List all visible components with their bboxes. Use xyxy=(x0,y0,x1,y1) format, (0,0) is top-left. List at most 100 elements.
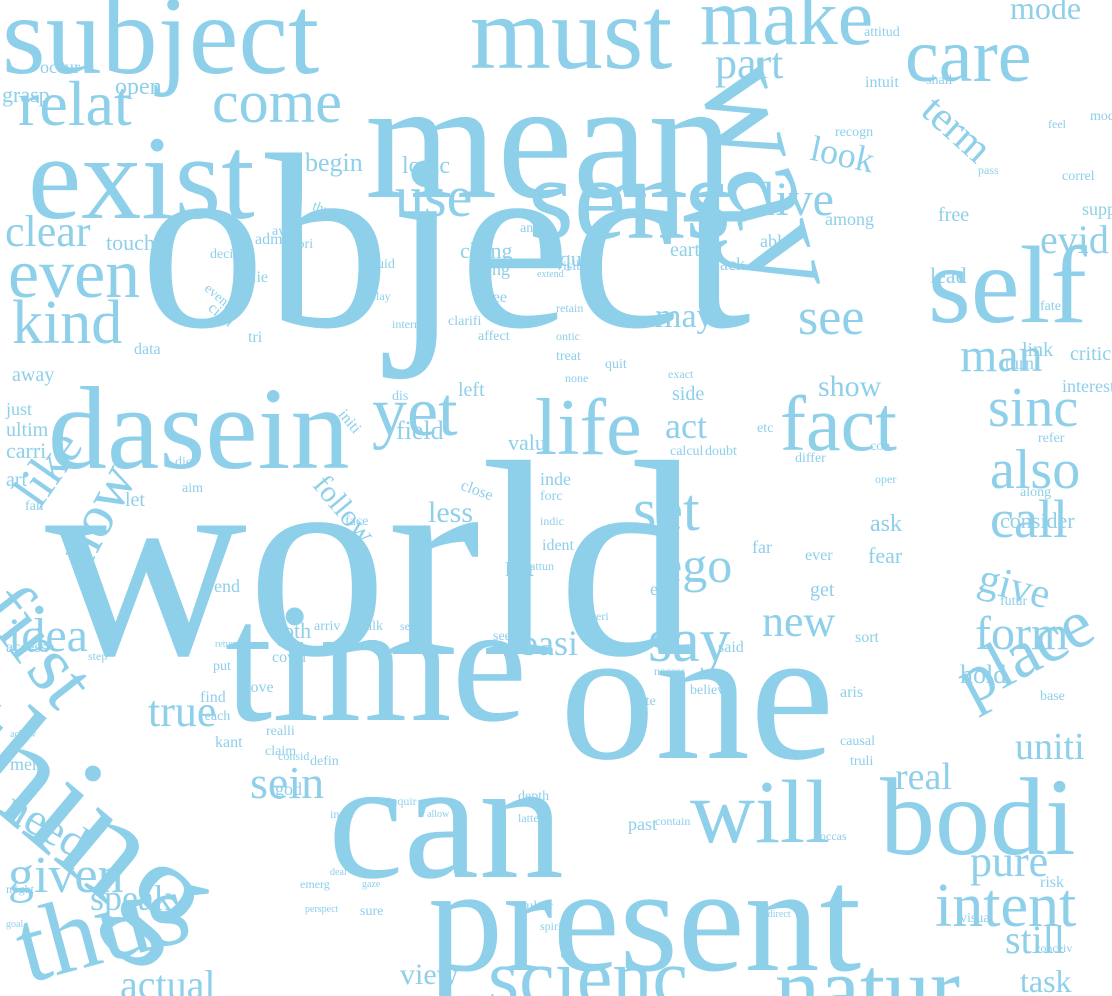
word-might: might xyxy=(6,882,35,896)
word-kind: kind xyxy=(12,289,123,357)
word-shall: shall xyxy=(926,73,953,88)
word-ontic: ontic xyxy=(556,329,580,343)
word-consid: consid xyxy=(278,749,310,763)
word-sein: sein xyxy=(250,757,325,808)
word-pass: pass xyxy=(978,163,999,177)
word-defin: defin xyxy=(310,754,339,769)
word-aris: aris xyxy=(840,684,864,701)
word-risk: risk xyxy=(1040,874,1064,891)
word-basi: basi xyxy=(520,623,578,663)
word-base: base xyxy=(1040,689,1065,704)
word-logic: logic xyxy=(402,153,450,179)
word-clarifi: clarifi xyxy=(448,314,482,329)
word-inquir: inquir xyxy=(388,794,417,808)
word-causal: causal xyxy=(840,734,875,749)
word-sort: sort xyxy=(855,629,879,646)
word-call: call xyxy=(990,489,1068,549)
word-speak: speak xyxy=(90,878,172,918)
word-see: see xyxy=(798,289,865,346)
word-truli: truli xyxy=(850,754,874,769)
word-tri: tri xyxy=(248,329,263,346)
word-affect: affect xyxy=(478,329,510,344)
word-analyt: analyt xyxy=(520,221,555,236)
word-realli: realli xyxy=(266,724,295,739)
word-real: real xyxy=(895,756,952,798)
word-eye: eye xyxy=(650,579,675,599)
word-one: one xyxy=(560,590,835,800)
word-ask: ask xyxy=(870,511,902,537)
word-will: will xyxy=(690,763,831,862)
word-valu: valu xyxy=(508,430,546,455)
word-god: god xyxy=(275,779,302,799)
word-time: time xyxy=(225,569,528,757)
word-refer: refer xyxy=(1038,431,1065,446)
word-given: given xyxy=(8,847,124,904)
word-still: still xyxy=(1005,917,1066,962)
word-die: die xyxy=(175,455,193,470)
word-believ: believ xyxy=(690,683,725,698)
word-also: also xyxy=(990,439,1081,501)
word-play: play xyxy=(370,289,391,303)
word-materi: materi xyxy=(578,609,609,623)
word-natur: natur xyxy=(775,940,960,996)
word-long: long xyxy=(478,259,511,279)
word-sinc: sinc xyxy=(988,377,1079,439)
word-cultur: cultur xyxy=(520,899,553,914)
word-act: act xyxy=(665,406,707,446)
word-just: just xyxy=(6,399,33,419)
word-ident: ident xyxy=(542,537,574,554)
word-deal: deal xyxy=(330,867,347,878)
word-critic: critic xyxy=(1070,343,1112,365)
word-make: make xyxy=(700,0,874,62)
word-cover: cover xyxy=(272,649,308,666)
word-con: con xyxy=(870,439,891,454)
word-begin: begin xyxy=(305,148,363,177)
word-extend: extend xyxy=(537,269,564,280)
word-live: live xyxy=(762,173,834,226)
word-bodi: bodi xyxy=(880,756,1076,878)
word-oper: oper xyxy=(875,472,897,486)
word-doubt: doubt xyxy=(705,444,737,459)
word-chang: chang xyxy=(460,238,513,263)
word-three: three xyxy=(475,289,507,306)
word-end: end xyxy=(214,576,240,596)
word-priori: priori xyxy=(282,237,314,252)
word-task: task xyxy=(1020,963,1072,996)
word-art: art xyxy=(6,469,28,491)
word-data: data xyxy=(134,341,161,358)
word-exact: exact xyxy=(668,367,694,381)
word-can: can xyxy=(328,726,564,914)
word-object: object xyxy=(140,104,751,381)
word-intent: intent xyxy=(935,872,1077,940)
word-lost: lost xyxy=(505,559,534,581)
word-hold: hold xyxy=(960,660,1007,689)
word-self: self xyxy=(928,224,1087,346)
word-admit: admit xyxy=(255,231,292,248)
word-far: far xyxy=(752,537,772,557)
word-face: face xyxy=(345,514,369,529)
word-actual: actual xyxy=(120,962,216,996)
word-contain: contain xyxy=(655,814,691,828)
word-intern: intern xyxy=(392,317,420,331)
word-earth: earth xyxy=(670,239,710,261)
word-conceiv: conceiv xyxy=(1035,941,1073,955)
word-come: come xyxy=(212,69,342,135)
word-field: field xyxy=(396,416,444,445)
word-arriv: arriv xyxy=(314,619,341,634)
word-link: link xyxy=(1022,339,1054,361)
word-fear: fear xyxy=(868,543,903,568)
word-aim: aim xyxy=(182,481,203,496)
word-turn: turn xyxy=(1005,353,1034,373)
word-kant: kant xyxy=(215,734,243,751)
word-less: less xyxy=(428,496,473,529)
word-fall: fall xyxy=(25,499,44,514)
word-recogn: recogn xyxy=(835,125,874,140)
word-new: new xyxy=(762,597,836,646)
word-left: left xyxy=(458,379,485,401)
word-etc: etc xyxy=(757,421,774,436)
word-talk: talk xyxy=(362,619,383,634)
word-reach: reach xyxy=(200,709,231,724)
word-correl: correl xyxy=(1062,169,1095,184)
word-said: said xyxy=(718,639,744,656)
